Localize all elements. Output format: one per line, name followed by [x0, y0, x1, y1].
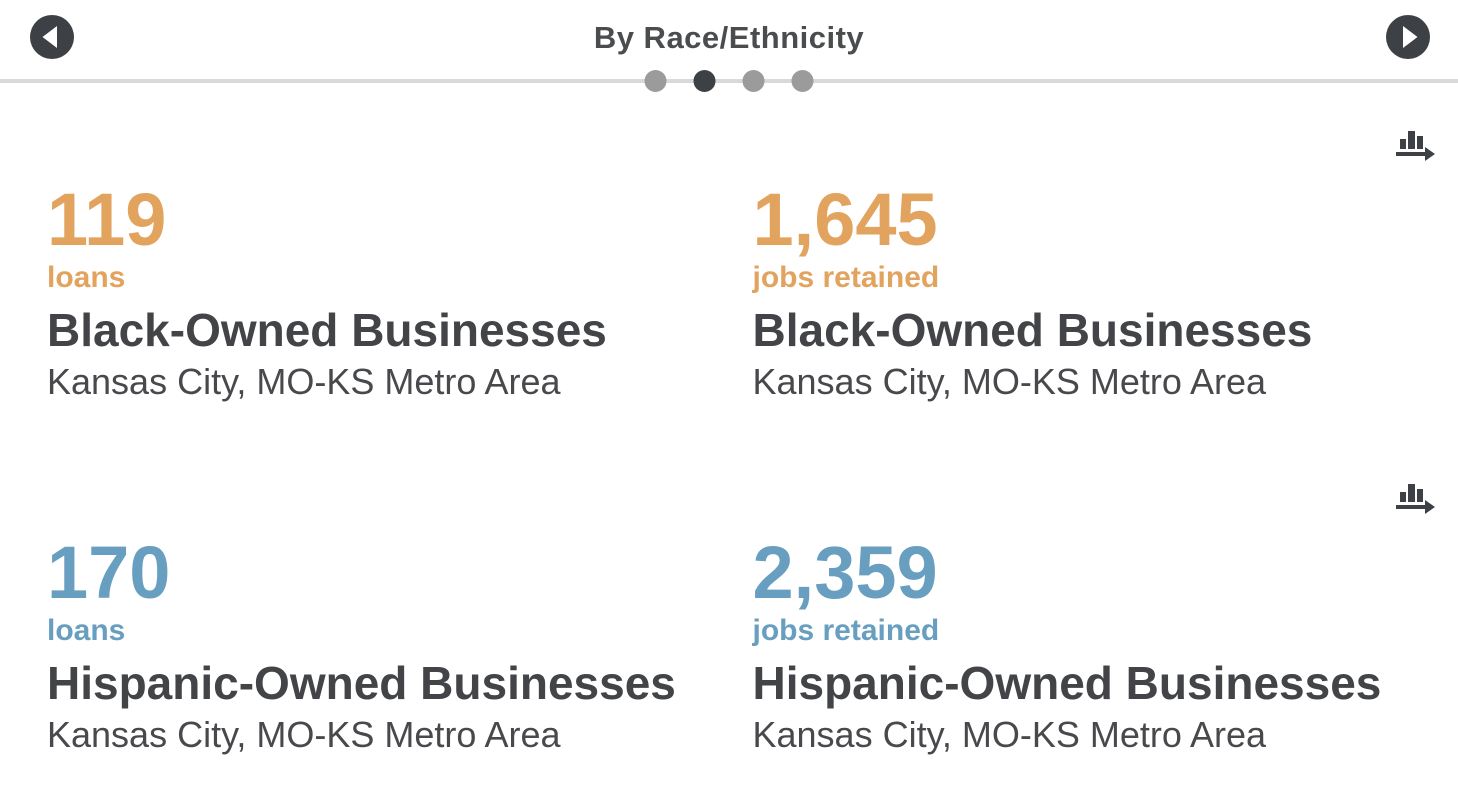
stat-row-black-owned: 119 loans Black-Owned Businesses Kansas … [0, 100, 1458, 400]
divider-line [0, 79, 1458, 83]
carousel-dot-1[interactable] [693, 70, 716, 92]
stat-unit: jobs retained [752, 614, 940, 647]
stat-value: 1,645 [752, 178, 938, 261]
stat-card-black-jobs: 1,645 jobs retained Black-Owned Business… [753, 183, 1458, 400]
stat-card-hispanic-jobs: 2,359 jobs retained Hispanic-Owned Busin… [753, 536, 1458, 753]
carousel-dots [644, 70, 814, 92]
bar-chart-arrow-icon[interactable] [1394, 127, 1436, 163]
stat-card-hispanic-loans: 170 loans Hispanic-Owned Businesses Kans… [47, 536, 753, 753]
stat-title: Black-Owned Businesses [47, 304, 607, 356]
bar-chart-arrow-icon[interactable] [1394, 480, 1436, 516]
stat-value: 119 [47, 178, 167, 261]
previous-arrow-button[interactable] [30, 15, 74, 59]
stat-unit: jobs retained [752, 261, 940, 294]
stat-unit: loans [47, 261, 126, 294]
carousel-header: By Race/Ethnicity [0, 0, 1458, 100]
stat-unit: loans [47, 614, 126, 647]
stat-card-black-loans: 119 loans Black-Owned Businesses Kansas … [47, 183, 753, 400]
next-arrow-button[interactable] [1386, 15, 1430, 59]
chevron-left-circle-icon [30, 15, 74, 62]
stat-value: 170 [47, 531, 171, 614]
stat-value: 2,359 [752, 531, 938, 614]
stat-title: Hispanic-Owned Businesses [47, 657, 676, 709]
carousel-dot-0[interactable] [644, 70, 667, 92]
stat-title: Black-Owned Businesses [752, 304, 1313, 356]
chevron-right-circle-icon [1386, 15, 1430, 62]
stat-title: Hispanic-Owned Businesses [752, 657, 1382, 709]
carousel-dot-2[interactable] [742, 70, 765, 92]
stat-subtitle: Kansas City, MO-KS Metro Area [47, 361, 561, 402]
carousel-dot-3[interactable] [791, 70, 814, 92]
stat-subtitle: Kansas City, MO-KS Metro Area [47, 714, 561, 755]
stat-subtitle: Kansas City, MO-KS Metro Area [752, 714, 1267, 755]
page-title: By Race/Ethnicity [593, 20, 865, 55]
stat-subtitle: Kansas City, MO-KS Metro Area [752, 361, 1267, 402]
stat-row-hispanic-owned: 170 loans Hispanic-Owned Businesses Kans… [0, 453, 1458, 753]
